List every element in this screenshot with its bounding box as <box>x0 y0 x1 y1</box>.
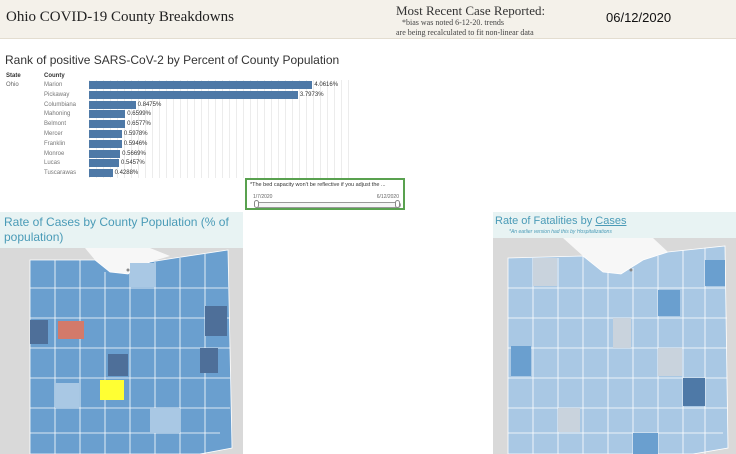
bar-value-label: 0.6599% <box>127 111 151 118</box>
county-label: Pickaway <box>44 91 70 98</box>
fatalities-choropleth-map[interactable] <box>493 238 736 454</box>
bar-row-marion[interactable]: Marion 4.0616% <box>0 80 360 90</box>
county-column-header: County <box>44 73 65 79</box>
county-label: Lucas <box>44 160 61 167</box>
bar-pickaway[interactable] <box>89 90 298 99</box>
gray-county-4[interactable] <box>558 408 580 432</box>
light-county-3[interactable] <box>150 408 180 433</box>
recent-case-date: 06/12/2020 <box>606 10 672 25</box>
pickaway-county-highlight[interactable] <box>100 380 124 400</box>
bar-belmont[interactable] <box>89 120 126 129</box>
fatalities-map-title: Rate of Fatalities by Cases <box>495 215 626 227</box>
bias-note-line1: *bias was noted 6-12-20. trends <box>402 18 504 27</box>
bar-row-franklin[interactable]: Franklin 0.5946% <box>0 139 360 149</box>
bar-marion[interactable] <box>89 81 313 89</box>
bar-row-mercer[interactable]: Mercer 0.5978% <box>0 129 360 139</box>
bar-row-columbiana[interactable]: Columbiana 0.8475% <box>0 100 360 110</box>
light-county-2[interactable] <box>55 383 79 408</box>
bar-franklin[interactable] <box>89 139 122 148</box>
gray-county-1[interactable] <box>533 258 557 286</box>
bar-mahoning[interactable] <box>89 110 126 119</box>
columbiana-county[interactable] <box>205 306 227 336</box>
fatalities-map-svg <box>493 238 736 454</box>
bar-row-monroe[interactable]: Monroe 0.5669% <box>0 149 360 159</box>
bar-columbiana[interactable] <box>89 100 136 109</box>
cases-map-title: Rate of Cases by County Population (% of… <box>4 215 229 244</box>
fatalities-title-prefix: Rate of Fatalities by <box>495 215 596 227</box>
date-slider-end-handle[interactable] <box>395 200 400 208</box>
county-label: Marion <box>44 82 63 88</box>
county-label: Belmont <box>44 121 67 128</box>
bar-value-label: 0.5457% <box>121 160 145 167</box>
bar-lucas[interactable] <box>89 159 119 168</box>
filter-title: *The bed capacity won't be reflective if… <box>250 182 386 188</box>
mid-county-corner[interactable] <box>705 260 725 286</box>
county-label: Tuscarawas <box>44 170 77 177</box>
state-value: Ohio <box>6 82 19 88</box>
date-range-filter[interactable]: *The bed capacity won't be reflective if… <box>245 178 405 210</box>
dashboard-header: Ohio COVID-19 County Breakdowns Most Rec… <box>0 0 736 39</box>
filter-end-date: 6/12/2020 <box>376 194 399 200</box>
bar-value-label: 0.4288% <box>114 170 139 177</box>
lake-erie-right <box>563 238 668 274</box>
bias-note: *bias was noted 6-12-20. trends are bein… <box>396 18 576 38</box>
bar-mercer[interactable] <box>89 130 122 138</box>
county-borders <box>30 254 230 454</box>
bar-value-label: 0.5978% <box>123 131 148 137</box>
gray-county-3[interactable] <box>658 348 682 376</box>
mid-county-south[interactable] <box>633 433 658 454</box>
county-label: Monroe <box>44 150 65 157</box>
belmont-county[interactable] <box>200 348 218 373</box>
cases-link[interactable]: Cases <box>595 215 627 227</box>
marion-county-highlight[interactable] <box>58 321 84 339</box>
light-county-1[interactable] <box>130 263 156 287</box>
cases-choropleth-map[interactable] <box>0 248 243 454</box>
bar-row-tuscarawas[interactable]: Tuscarawas 0.4288% <box>0 168 360 178</box>
bar-row-lucas[interactable]: Lucas 0.5457% <box>0 158 360 168</box>
bar-value-label: 0.6577% <box>127 121 151 128</box>
county-label: Columbiana <box>44 101 77 108</box>
state-column-header: State <box>6 73 21 79</box>
recent-case-label: Most Recent Case Reported: <box>396 3 546 18</box>
dark-county-west[interactable] <box>511 346 531 376</box>
fatalities-map-title-bar: Rate of Fatalities by Cases *An earlier … <box>493 212 736 238</box>
franklin-county[interactable] <box>108 354 128 376</box>
bar-row-mahoning[interactable]: Mahoning 0.6599% <box>0 109 360 119</box>
bar-value-label: 0.8475% <box>137 101 162 108</box>
bias-note-line2: are being recalculated to fit non-linear… <box>396 28 534 37</box>
county-label: Mahoning <box>44 111 71 118</box>
rank-chart-title: Rank of positive SARS-CoV-2 by Percent o… <box>5 53 340 67</box>
mid-county-ne[interactable] <box>658 290 680 316</box>
bar-value-label: 3.7973% <box>299 91 324 98</box>
ohio-outline <box>29 249 233 454</box>
dark-county-east[interactable] <box>683 378 705 406</box>
mercer-county[interactable] <box>30 320 48 344</box>
dashboard-title: Ohio COVID-19 County Breakdowns <box>6 9 234 25</box>
filter-start-date: 1/7/2020 <box>253 194 273 200</box>
date-slider-start-handle[interactable] <box>254 200 259 208</box>
bar-tuscarawas[interactable] <box>89 169 113 178</box>
bar-monroe[interactable] <box>89 149 121 158</box>
cases-map-title-bar: Rate of Cases by County Population (% of… <box>0 212 243 248</box>
fatalities-map-subtitle: *An earlier version had this by Hospital… <box>509 229 612 235</box>
county-label: Mercer <box>44 131 63 137</box>
bar-value-label: 0.5946% <box>123 140 148 147</box>
bar-value-label: 4.0616% <box>314 82 339 88</box>
date-slider-track[interactable] <box>255 202 401 208</box>
cases-map-svg <box>0 248 243 454</box>
bar-value-label: 0.5669% <box>122 150 146 157</box>
bar-row-belmont[interactable]: Belmont 0.6577% <box>0 119 360 129</box>
gray-county-2[interactable] <box>613 318 631 348</box>
bar-row-pickaway[interactable]: Pickaway 3.7973% <box>0 90 360 100</box>
county-label: Franklin <box>44 140 66 147</box>
lake-erie <box>85 248 170 274</box>
